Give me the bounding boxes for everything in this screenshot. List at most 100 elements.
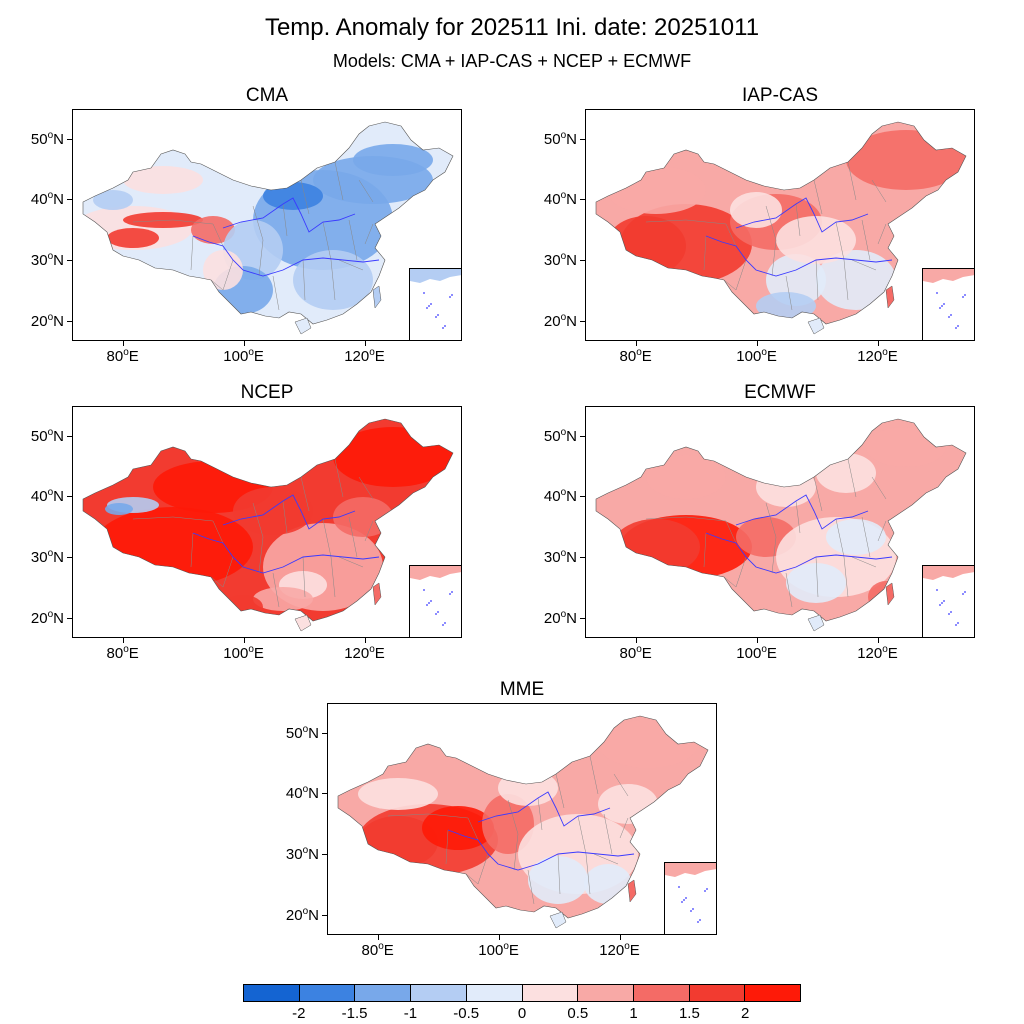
province-border xyxy=(272,275,280,311)
inset-island xyxy=(451,591,453,593)
province-border xyxy=(645,516,727,522)
anomaly-region xyxy=(358,778,438,810)
colorbar-label: 0 xyxy=(517,1005,527,1022)
anomaly-region xyxy=(730,192,782,228)
latitude-tick xyxy=(580,556,585,558)
colorbar-cell xyxy=(522,985,579,1001)
province-border xyxy=(557,853,561,895)
inset-island xyxy=(704,890,706,892)
latitude-tick xyxy=(67,199,72,201)
anomaly-region xyxy=(816,250,896,310)
inset-island xyxy=(683,899,685,901)
province-border xyxy=(877,223,887,245)
province-border xyxy=(132,516,214,522)
province-border xyxy=(252,502,264,574)
province-border xyxy=(132,219,214,225)
anomaly-region xyxy=(93,190,133,210)
map-plot xyxy=(327,703,717,935)
province-border xyxy=(527,869,535,905)
inset-island xyxy=(451,294,453,296)
inset-island xyxy=(955,327,957,329)
province-border xyxy=(835,221,849,301)
province-border xyxy=(272,572,280,608)
longitude-label: 100oE xyxy=(223,644,264,662)
hainan-island xyxy=(807,317,825,335)
longitude-label: 100oE xyxy=(478,941,519,959)
inset-island xyxy=(437,611,439,613)
province-border xyxy=(815,556,819,598)
province-border xyxy=(851,259,877,271)
anomaly-region xyxy=(498,770,558,806)
inset-island xyxy=(950,314,952,316)
province-border xyxy=(871,179,887,203)
latitude-tick xyxy=(580,496,585,498)
province-border xyxy=(334,161,344,201)
latitude-tick xyxy=(67,139,72,141)
inset-island xyxy=(962,593,964,595)
province-border xyxy=(364,520,374,542)
province-border xyxy=(210,556,234,588)
anomaly-region xyxy=(606,216,686,276)
inset-island xyxy=(428,305,430,307)
province-border xyxy=(252,205,264,277)
longitude-tick xyxy=(243,638,245,643)
inset-island xyxy=(950,611,952,613)
china-outline xyxy=(337,715,709,919)
anomaly-region xyxy=(333,427,453,487)
province-border xyxy=(364,223,374,245)
province-border xyxy=(358,476,374,500)
anomaly-region xyxy=(612,519,700,575)
inset-island xyxy=(706,888,708,890)
longitude-tick xyxy=(635,638,637,643)
colorbar-label: 1 xyxy=(629,1005,638,1022)
inset-island xyxy=(943,600,945,602)
inset-island xyxy=(948,316,950,318)
anomaly-region xyxy=(816,453,876,493)
longitude-tick xyxy=(364,638,366,643)
inset-island xyxy=(962,296,964,298)
province-border xyxy=(861,219,871,261)
inset-island xyxy=(430,303,432,305)
south-china-sea-inset xyxy=(664,862,716,934)
province-border xyxy=(190,235,194,271)
latitude-label: 30oN xyxy=(285,844,319,863)
province-border xyxy=(300,179,310,215)
inset-island xyxy=(692,908,694,910)
province-border xyxy=(348,516,358,558)
taiwan-island xyxy=(885,582,895,606)
figure-title: Temp. Anomaly for 202511 Ini. date: 2025… xyxy=(264,14,760,41)
panel-title: IAP-CAS xyxy=(741,85,819,106)
province-border xyxy=(577,815,591,895)
yangtze-river xyxy=(192,235,380,277)
province-border xyxy=(603,813,613,855)
south-china-sea-inset xyxy=(922,268,974,340)
inset-island xyxy=(941,305,943,307)
inset-coast xyxy=(410,269,461,283)
province-border xyxy=(338,556,364,568)
colorbar-cell xyxy=(633,985,690,1001)
latitude-tick xyxy=(322,793,327,795)
longitude-tick xyxy=(122,638,124,643)
latitude-label: 20oN xyxy=(285,906,319,925)
panel-title: CMA xyxy=(245,85,289,106)
anomaly-region xyxy=(776,216,856,264)
province-border xyxy=(877,520,887,542)
province-border xyxy=(765,205,777,277)
province-border xyxy=(282,500,288,534)
inset-island xyxy=(943,303,945,305)
latitude-label: 20oN xyxy=(543,609,577,628)
province-border xyxy=(725,520,737,544)
yangtze-river xyxy=(705,532,893,574)
longitude-tick xyxy=(498,935,500,940)
anomaly-region xyxy=(263,182,323,210)
anomaly-region xyxy=(107,228,159,248)
latitude-tick xyxy=(580,139,585,141)
yellow-river xyxy=(735,494,869,530)
longitude-tick xyxy=(635,341,637,346)
anomaly-region xyxy=(646,455,726,499)
inset-island xyxy=(449,296,451,298)
inset-coast xyxy=(923,269,974,283)
anomaly-map xyxy=(82,121,454,335)
china-outline xyxy=(82,121,454,325)
province-border xyxy=(190,532,194,568)
